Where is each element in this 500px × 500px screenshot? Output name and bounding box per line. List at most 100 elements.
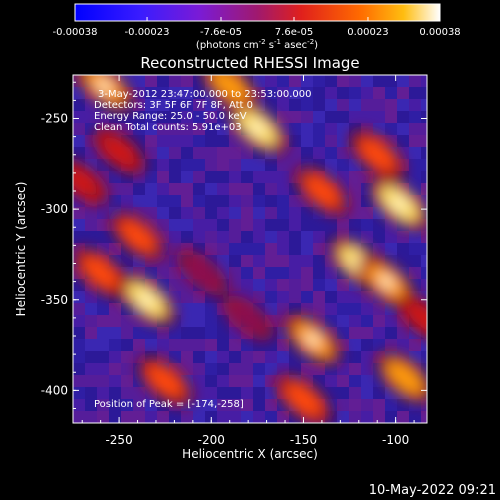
- heatmap-cell: [121, 339, 133, 351]
- heatmap-cell: [253, 375, 265, 387]
- heatmap-cell: [337, 171, 349, 183]
- heatmap-cell: [97, 327, 109, 339]
- heatmap-cell: [361, 339, 373, 351]
- heatmap-cell: [121, 255, 133, 267]
- heatmap-cell: [157, 87, 169, 99]
- heatmap-cell: [325, 375, 337, 387]
- heatmap-cell: [169, 111, 181, 123]
- heatmap-cell: [325, 159, 337, 171]
- heatmap-cell: [121, 387, 133, 399]
- heatmap-cell: [313, 279, 325, 291]
- heatmap-cell: [85, 315, 97, 327]
- heatmap-cell: [85, 219, 97, 231]
- heatmap-cell: [265, 399, 277, 411]
- heatmap-cell: [265, 171, 277, 183]
- heatmap-cell: [421, 75, 427, 87]
- heatmap-cell: [421, 411, 427, 423]
- heatmap-cell: [109, 303, 121, 315]
- heatmap-cell: [157, 111, 169, 123]
- heatmap-cell: [373, 399, 385, 411]
- heatmap-cell: [157, 207, 169, 219]
- heatmap-cell: [145, 411, 157, 423]
- heatmap-cell: [205, 171, 217, 183]
- heatmap-cell: [253, 159, 265, 171]
- heatmap-cell: [229, 207, 241, 219]
- heatmap-cell: [277, 303, 289, 315]
- heatmap-cell: [409, 75, 421, 87]
- heatmap-cell: [253, 411, 265, 423]
- heatmap-cell: [349, 75, 361, 87]
- heatmap-cell: [217, 327, 229, 339]
- heatmap-cell: [301, 147, 313, 159]
- heatmap-cell: [109, 171, 121, 183]
- heatmap-cell: [337, 75, 349, 87]
- heatmap-cell: [157, 171, 169, 183]
- heatmap-cell: [121, 363, 133, 375]
- heatmap-cell: [169, 291, 181, 303]
- heatmap-cell: [301, 87, 313, 99]
- heatmap-cell: [133, 387, 145, 399]
- heatmap-cell: [253, 207, 265, 219]
- heatmap-cell: [313, 147, 325, 159]
- heatmap-cell: [397, 75, 409, 87]
- heatmap-cell: [289, 123, 301, 135]
- heatmap-cell: [217, 387, 229, 399]
- heatmap-cell: [193, 231, 205, 243]
- heatmap-cell: [277, 231, 289, 243]
- heatmap-cell: [349, 339, 361, 351]
- heatmap-cell: [157, 219, 169, 231]
- heatmap-cell: [145, 99, 157, 111]
- heatmap-cell: [241, 375, 253, 387]
- heatmap-cell: [85, 327, 97, 339]
- heatmap-cell: [421, 111, 427, 123]
- heatmap-cell: [121, 351, 133, 363]
- heatmap-cell: [325, 75, 337, 87]
- heatmap-cell: [349, 351, 361, 363]
- heatmap-cell: [397, 135, 409, 147]
- heatmap-cell: [325, 123, 337, 135]
- heatmap-cell: [361, 351, 373, 363]
- heatmap-cell: [229, 195, 241, 207]
- heatmap-cell: [157, 195, 169, 207]
- heatmap-cell: [241, 243, 253, 255]
- heatmap-cell: [133, 135, 145, 147]
- heatmap-cell: [85, 231, 97, 243]
- y-tick-label: -400: [41, 383, 68, 397]
- heatmap-cell: [73, 291, 85, 303]
- heatmap-cell: [109, 387, 121, 399]
- heatmap-cell: [301, 99, 313, 111]
- heatmap-cell: [349, 303, 361, 315]
- heatmap-cell: [193, 111, 205, 123]
- heatmap-cell: [181, 183, 193, 195]
- intensity-blob-core: [392, 197, 407, 211]
- heatmap-cell: [217, 399, 229, 411]
- heatmap-cell: [85, 411, 97, 423]
- heatmap-cell: [193, 147, 205, 159]
- heatmap-cell: [145, 111, 157, 123]
- heatmap-cell: [205, 351, 217, 363]
- heatmap-cell: [421, 123, 427, 135]
- heatmap-cell: [193, 339, 205, 351]
- heatmap-cell: [361, 195, 373, 207]
- heatmap-cell: [85, 291, 97, 303]
- heatmap-cell: [205, 327, 217, 339]
- heatmap-cell: [325, 363, 337, 375]
- heatmap-cell: [85, 363, 97, 375]
- heatmap-cell: [337, 387, 349, 399]
- intensity-blob: [303, 174, 340, 208]
- heatmap-cell: [421, 339, 427, 351]
- heatmap-cell: [97, 315, 109, 327]
- heatmap-cell: [241, 195, 253, 207]
- heatmap-cell: [289, 195, 301, 207]
- colorbar-tick-label: 0.00023: [347, 27, 388, 38]
- heatmap-cell: [181, 195, 193, 207]
- heatmap-cell: [229, 363, 241, 375]
- heatmap-cell: [373, 99, 385, 111]
- heatmap-cell: [253, 363, 265, 375]
- heatmap-cell: [229, 219, 241, 231]
- heatmap-cell: [193, 219, 205, 231]
- heatmap-cell: [205, 111, 217, 123]
- heatmap-cell: [289, 291, 301, 303]
- heatmap-cell: [421, 195, 427, 207]
